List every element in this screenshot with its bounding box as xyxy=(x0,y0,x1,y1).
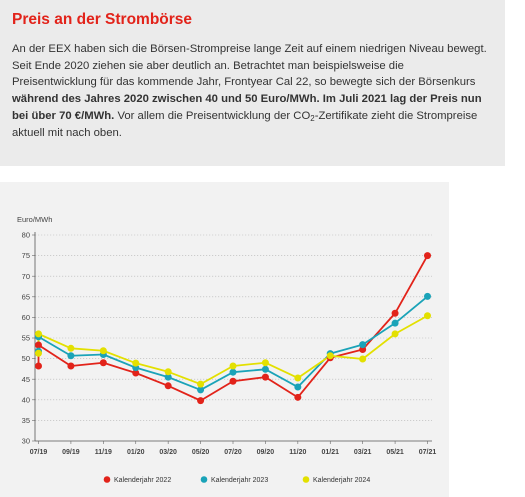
data-point-series-3 xyxy=(359,355,367,363)
price-chart: Euro/MWh 30 35 40 45 50 55 60 65 70 75 80 07/19 09/19… xyxy=(17,215,437,484)
x-tick-label: 03/21 xyxy=(354,449,372,456)
x-tick-label: 07/19 xyxy=(30,449,48,456)
data-point-series-1 xyxy=(99,359,107,367)
data-point-series-3 xyxy=(294,374,302,382)
data-point-series-1 xyxy=(229,377,237,385)
data-point-series-2 xyxy=(391,319,399,327)
x-tick-label: 01/21 xyxy=(321,449,339,456)
x-tick-label: 07/20 xyxy=(224,449,242,456)
x-tick-label: 09/20 xyxy=(257,449,275,456)
data-point-series-3 xyxy=(35,349,42,357)
data-point-series-3 xyxy=(326,352,334,360)
data-point-series-2 xyxy=(229,368,237,376)
y-tick-label: 50 xyxy=(22,354,30,363)
data-point-series-2 xyxy=(197,386,205,394)
series-line-3 xyxy=(37,314,428,386)
data-point-series-3 xyxy=(99,347,107,355)
data-point-series-2 xyxy=(359,341,367,349)
y-tick-label: 55 xyxy=(22,334,30,343)
data-point-series-1 xyxy=(294,393,302,401)
y-tick-label: 40 xyxy=(22,395,30,404)
x-tick-label: 11/19 xyxy=(95,449,112,456)
y-tick-label: 35 xyxy=(22,416,30,425)
series-line-2 xyxy=(37,295,429,391)
data-point-series-3 xyxy=(35,330,42,338)
info-box: Preis an der Strombörse An der EEX haben… xyxy=(0,0,505,166)
data-point-series-2 xyxy=(424,292,431,300)
data-point-series-1 xyxy=(164,382,172,390)
data-point-series-2 xyxy=(294,383,302,391)
legend-label-1: Kalenderjahr 2022 xyxy=(114,477,171,484)
x-tick-label: 01/20 xyxy=(127,449,145,456)
x-tick-label: 09/19 xyxy=(62,449,80,456)
legend-marker-2 xyxy=(200,476,208,483)
data-point-series-2 xyxy=(261,365,269,373)
description-text-2: Vor allem die Preisentwicklung der CO xyxy=(114,109,311,122)
legend-marker-1 xyxy=(103,476,111,483)
x-tick-label: 03/20 xyxy=(159,449,177,456)
y-tick-label: 75 xyxy=(22,251,30,260)
x-tick-label: 05/20 xyxy=(192,449,210,456)
data-point-series-1 xyxy=(391,309,399,317)
legend-label-3: Kalenderjahr 2024 xyxy=(313,477,370,484)
x-tick-label: 05/21 xyxy=(386,449,404,456)
data-point-series-3 xyxy=(391,330,399,338)
y-axis-unit-label: Euro/MWh xyxy=(17,215,52,224)
data-point-series-1 xyxy=(197,397,205,405)
data-point-series-3 xyxy=(132,359,140,367)
data-point-series-3 xyxy=(197,380,205,388)
data-point-series-1 xyxy=(67,362,75,370)
data-point-series-2 xyxy=(67,352,75,360)
data-point-series-1 xyxy=(261,373,269,381)
co2-subscript: 2 xyxy=(310,113,315,123)
data-point-series-1 xyxy=(359,346,367,354)
data-point-series-1 xyxy=(132,369,140,377)
data-point-series-3 xyxy=(229,362,237,370)
legend-marker-3 xyxy=(302,476,310,483)
data-point-series-3 xyxy=(164,368,172,376)
section-title: Preis an der Strombörse xyxy=(12,11,193,28)
section-description: An der EEX haben sich die Börsen-Strompr… xyxy=(12,41,490,141)
data-point-series-3 xyxy=(261,359,269,367)
y-tick-label: 30 xyxy=(22,437,30,446)
description-text-1: An der EEX haben sich die Börsen-Strompr… xyxy=(12,43,487,89)
description-bold-text: während des Jahres 2020 zwischen 40 und … xyxy=(12,93,482,122)
x-tick-label: 11/20 xyxy=(289,449,306,456)
data-point-series-3 xyxy=(424,312,431,320)
y-tick-label: 60 xyxy=(22,313,30,322)
description-text-3: -Zertifikate zieht die Strompreise aktue… xyxy=(12,109,478,139)
data-point-series-2 xyxy=(164,373,172,381)
legend-label-2: Kalenderjahr 2023 xyxy=(211,477,268,484)
y-tick-label: 45 xyxy=(22,375,30,384)
y-tick-label: 80 xyxy=(22,231,30,240)
x-tick-label: 07/21 xyxy=(419,449,437,456)
data-point-series-1 xyxy=(35,341,42,349)
data-point-series-1 xyxy=(424,252,431,260)
series-line-1 xyxy=(37,255,429,402)
chart-panel: Euro/MWh 30 35 40 45 50 55 60 65 70 75 80 07/19 09/19… xyxy=(0,182,449,497)
y-tick-label: 70 xyxy=(22,272,30,281)
y-tick-label: 65 xyxy=(22,292,30,301)
data-point-series-1 xyxy=(35,362,42,370)
data-point-series-3 xyxy=(67,344,75,352)
